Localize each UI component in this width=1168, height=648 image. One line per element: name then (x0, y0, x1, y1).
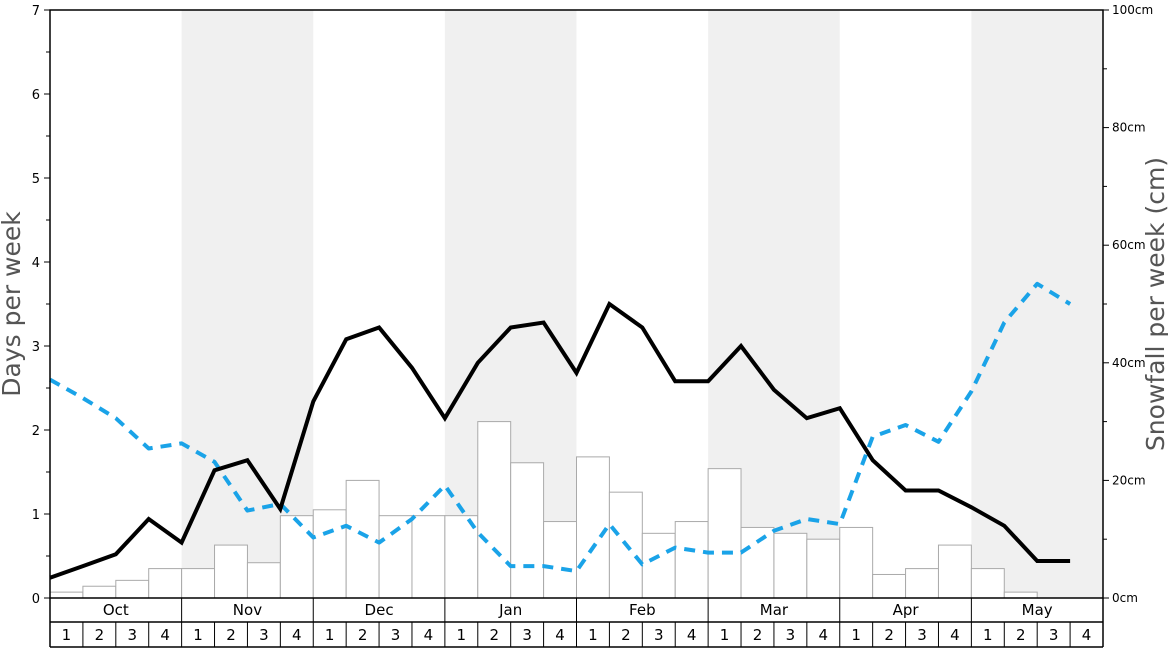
month-label: Apr (893, 601, 920, 619)
week-label: 2 (621, 626, 631, 644)
snowfall-bar (49, 591, 84, 599)
snowfall-bar (411, 515, 446, 599)
week-label: 1 (588, 626, 598, 644)
snowfall-bar (246, 562, 281, 599)
week-label: 2 (358, 626, 368, 644)
snowfall-bar (312, 509, 347, 599)
month-shading (181, 10, 1103, 598)
right-axis: 0cm 20cm 40cm 60cm 80cm 100cm (1103, 3, 1153, 605)
snowfall-bar (181, 568, 216, 599)
month-shade-7 (971, 10, 1103, 598)
week-label: 4 (819, 626, 829, 644)
week-label: 2 (489, 626, 499, 644)
snowfall-bar (444, 515, 479, 599)
y-axis-right-title: Snowfall per week (cm) (1141, 157, 1168, 451)
week-label: 1 (193, 626, 203, 644)
week-label: 3 (127, 626, 137, 644)
lines-layer (49, 281, 1072, 580)
snowfall-bar (707, 468, 742, 599)
left-tick-label: 4 (32, 256, 40, 271)
month-label: Feb (629, 601, 656, 619)
snowfall-bar (641, 532, 676, 599)
right-tick-label: 100cm (1112, 3, 1153, 17)
week-label: 3 (1049, 626, 1059, 644)
snowfall-bar (576, 456, 610, 599)
week-label: 2 (226, 626, 236, 644)
week-label: 4 (424, 626, 434, 644)
week-label: 2 (95, 626, 105, 644)
left-tick-label: 6 (32, 88, 40, 103)
snowfall-bar (115, 579, 150, 599)
x-axis: Oct Nov Dec Jan Feb Mar Apr May 1 2 3 4 1 2 3 4 1 2 3 4 1 2 3 4… (49, 598, 1104, 648)
snowfall-bar (279, 515, 314, 599)
week-label: 4 (950, 626, 960, 644)
month-label: May (1022, 601, 1053, 619)
left-tick-label: 0 (32, 592, 40, 607)
snowfall-bar (543, 521, 577, 599)
week-label: 3 (259, 626, 269, 644)
week-label: 3 (654, 626, 664, 644)
solid-line-series (49, 300, 1071, 580)
week-label: 1 (720, 626, 730, 644)
week-label: 1 (983, 626, 993, 644)
week-label: 1 (325, 626, 335, 644)
month-label: Jan (498, 601, 522, 619)
week-label: 1 (851, 626, 861, 644)
y-axis-left-title: Days per week (0, 211, 26, 397)
month-label: Mar (760, 601, 789, 619)
snowfall-bar (937, 544, 972, 599)
snowfall-bar (674, 521, 709, 599)
right-tick-label: 20cm (1112, 473, 1146, 487)
snowfall-bar (510, 462, 545, 599)
snowfall-bar (970, 568, 1005, 599)
week-label: 1 (457, 626, 467, 644)
week-label: 3 (391, 626, 401, 644)
snowfall-bar (477, 421, 512, 599)
left-tick-label: 2 (32, 424, 40, 439)
week-label: 2 (1016, 626, 1026, 644)
month-shade-1 (181, 10, 314, 598)
month-label: Dec (365, 601, 394, 619)
week-label: 3 (786, 626, 796, 644)
week-label: 4 (292, 626, 302, 644)
snowfall-bar (839, 526, 874, 599)
month-label: Oct (103, 601, 129, 619)
week-label: 2 (884, 626, 894, 644)
snowfall-bar (82, 585, 117, 599)
week-label: 2 (753, 626, 763, 644)
week-label: 4 (160, 626, 170, 644)
snowfall-bar (148, 568, 183, 599)
left-axis: 0 1 2 3 4 5 6 7 (32, 4, 50, 607)
right-tick-label: 40cm (1112, 356, 1146, 370)
dashed-line-series (49, 281, 1072, 574)
snowfall-bar (378, 515, 413, 599)
left-tick-label: 7 (32, 4, 40, 19)
right-tick-label: 60cm (1112, 238, 1146, 252)
right-tick-label: 0cm (1112, 591, 1138, 605)
left-tick-label: 1 (32, 508, 40, 523)
week-label: 4 (687, 626, 697, 644)
snowfall-bar (345, 479, 380, 599)
snowfall-bar (872, 573, 907, 599)
week-label: 4 (1082, 626, 1092, 644)
left-tick-label: 3 (32, 340, 40, 355)
left-tick-label: 5 (32, 172, 40, 187)
week-label: 4 (555, 626, 565, 644)
right-tick-label: 80cm (1112, 121, 1146, 135)
snowfall-bar (905, 568, 939, 599)
snowfall-bar (740, 526, 775, 599)
snowfall-bar (806, 538, 841, 599)
snowfall-bar (214, 544, 248, 599)
month-label: Nov (233, 601, 262, 619)
week-label: 1 (62, 626, 72, 644)
snowfall-bar (1003, 591, 1038, 599)
week-label: 3 (917, 626, 927, 644)
snowfall-bars (49, 421, 1038, 599)
snowfall-bar (773, 532, 808, 599)
week-label: 3 (522, 626, 532, 644)
